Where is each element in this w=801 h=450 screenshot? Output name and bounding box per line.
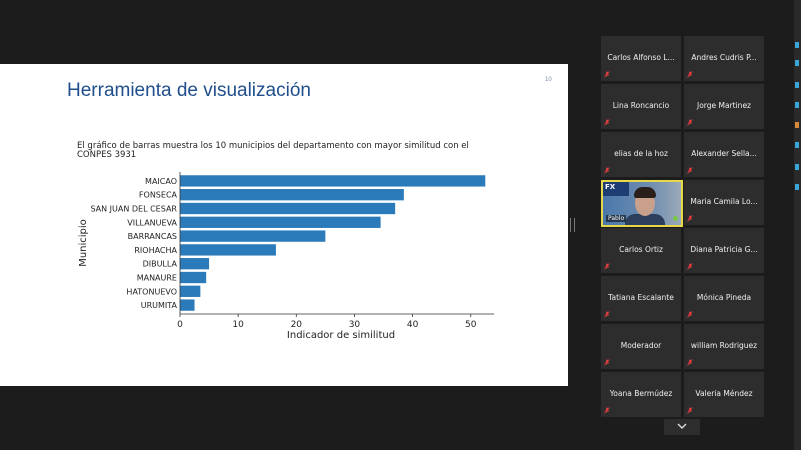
participant-name: Jorge Martinez xyxy=(697,101,751,110)
chart-description: El gráfico de barras muestra los 10 muni… xyxy=(77,141,469,160)
bar xyxy=(180,189,404,201)
microphone-muted-icon xyxy=(604,119,610,126)
microphone-muted-icon xyxy=(687,359,693,366)
participant-tile[interactable]: Andres Cudris P... xyxy=(684,36,764,81)
person-hair xyxy=(634,187,656,198)
participant-name: Alexander Sella... xyxy=(691,149,757,158)
participant-name: Maria Camila Lo... xyxy=(690,197,758,206)
bar xyxy=(180,258,210,270)
bar xyxy=(180,244,276,256)
edge-indicator xyxy=(795,164,799,170)
slide-title: Herramienta de visualización xyxy=(67,80,311,101)
side-panel-edge xyxy=(794,0,801,450)
participant-tile[interactable]: Carlos Alfonso L... xyxy=(601,36,681,81)
participant-name: Pablo xyxy=(606,215,627,222)
edge-indicator xyxy=(795,122,799,128)
bar-chart: MAICAO FONSECA SAN JUAN DEL CESAR VILLANUEV… xyxy=(78,172,494,341)
bar xyxy=(180,216,381,228)
category-tick-label: MANAURE xyxy=(137,274,177,283)
participant-name: Carlos Alfonso L... xyxy=(607,53,675,62)
edge-indicator xyxy=(795,60,799,66)
microphone-muted-icon xyxy=(604,407,610,414)
participant-tile[interactable]: Moderador xyxy=(601,324,681,369)
speaking-indicator-icon xyxy=(673,216,678,221)
participant-tile[interactable]: william Rodriguez xyxy=(684,324,764,369)
x-tick-label: 30 xyxy=(349,320,361,330)
participant-name: Lina Roncancio xyxy=(612,101,670,110)
category-tick-label: DIBULLA xyxy=(143,260,178,269)
splitter-handle[interactable] xyxy=(570,218,575,232)
participant-name: Carlos Ortiz xyxy=(619,245,663,254)
category-tick-label: SAN JUAN DEL CESAR xyxy=(90,205,177,214)
x-tick-label: 20 xyxy=(291,320,303,330)
x-tick-label: 50 xyxy=(465,320,477,330)
x-tick-label: 40 xyxy=(407,320,419,330)
microphone-muted-icon xyxy=(687,311,693,318)
participant-name: Andres Cudris P... xyxy=(691,53,757,62)
microphone-muted-icon xyxy=(604,167,610,174)
participant-tile[interactable]: Tatiana Escalante xyxy=(601,276,681,321)
category-tick-label: URUMITA xyxy=(141,301,178,310)
edge-indicator xyxy=(795,82,799,88)
participant-name: Moderador xyxy=(620,341,662,350)
microphone-muted-icon xyxy=(604,359,610,366)
category-tick-label: FONSECA xyxy=(139,191,178,200)
microphone-muted-icon xyxy=(687,71,693,78)
participant-tile[interactable]: FX Pablo xyxy=(601,180,683,227)
participant-tile[interactable]: Maria Camila Lo... xyxy=(684,180,764,225)
microphone-muted-icon xyxy=(687,119,693,126)
x-axis-label: Indicador de similitud xyxy=(287,330,395,341)
participant-name: Valeria Méndez xyxy=(695,389,753,398)
participant-gallery: Carlos Alfonso L... Andres Cudris P... Lin… xyxy=(601,36,764,417)
bar xyxy=(180,175,486,187)
bar xyxy=(180,299,195,311)
edge-indicator xyxy=(795,184,799,190)
participant-name: Diana Patricia G... xyxy=(690,245,758,254)
participant-tile[interactable]: Alexander Sella... xyxy=(684,132,764,177)
category-tick-label: BARRANCAS xyxy=(128,232,177,241)
category-tick-label: RIOHACHA xyxy=(134,246,177,255)
participant-name: Tatiana Escalante xyxy=(608,293,674,302)
category-tick-label: MAICAO xyxy=(145,177,177,186)
participant-tile[interactable]: Jorge Martinez xyxy=(684,84,764,129)
gallery-next-button[interactable] xyxy=(664,419,700,435)
microphone-muted-icon xyxy=(604,71,610,78)
participant-name: Yoana Bermúdez xyxy=(609,389,673,398)
screen-text: FX xyxy=(605,183,616,191)
bar xyxy=(180,230,326,242)
microphone-muted-icon xyxy=(687,215,693,222)
background-screen: FX xyxy=(603,182,629,196)
bar xyxy=(180,202,396,215)
participant-tile[interactable]: elias de la hoz xyxy=(601,132,681,177)
category-tick-label: VILLANUEVA xyxy=(127,218,177,227)
edge-indicator xyxy=(795,142,799,148)
shared-screen: Herramienta de visualización 10 El gráfi… xyxy=(0,64,568,386)
participant-tile[interactable]: Diana Patricia G... xyxy=(684,228,764,273)
participant-tile[interactable]: Lina Roncancio xyxy=(601,84,681,129)
person-shirt xyxy=(625,214,665,225)
participant-name: elias de la hoz xyxy=(614,149,668,158)
y-axis-label: Municipio xyxy=(78,219,89,267)
participant-tile[interactable]: Yoana Bermúdez xyxy=(601,372,681,417)
microphone-muted-icon xyxy=(687,407,693,414)
microphone-muted-icon xyxy=(687,263,693,270)
bar xyxy=(180,285,201,297)
microphone-muted-icon xyxy=(604,311,610,318)
participant-name: william Rodriguez xyxy=(690,341,758,350)
chevron-down-icon xyxy=(677,423,687,429)
slide-number: 10 xyxy=(545,77,552,83)
participant-tile[interactable]: Valeria Méndez xyxy=(684,372,764,417)
bar xyxy=(180,271,207,284)
participant-tile[interactable]: Mónica Pineda xyxy=(684,276,764,321)
x-tick-label: 10 xyxy=(232,320,244,330)
edge-indicator xyxy=(795,102,799,108)
microphone-muted-icon xyxy=(604,263,610,270)
participant-name: Mónica Pineda xyxy=(696,293,752,302)
microphone-muted-icon xyxy=(687,167,693,174)
x-tick-label: 0 xyxy=(177,320,183,330)
participant-tile[interactable]: Carlos Ortiz xyxy=(601,228,681,273)
category-tick-label: HATONUEVO xyxy=(126,287,177,296)
edge-indicator xyxy=(795,42,799,48)
